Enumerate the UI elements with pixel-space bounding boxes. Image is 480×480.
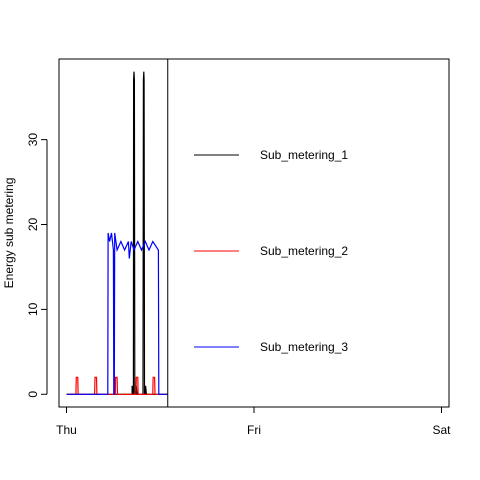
legend-box bbox=[167, 58, 450, 408]
series-layer bbox=[66, 71, 168, 395]
axes: 0 10 20 30 Thu Fri Sat bbox=[26, 133, 451, 437]
x-tick-label: Thu bbox=[56, 423, 77, 437]
y-tick-label: 10 bbox=[26, 302, 40, 316]
legend: Sub_metering_1 Sub_metering_2 Sub_metering… bbox=[167, 58, 450, 408]
series-line-2 bbox=[66, 376, 168, 395]
legend-label-2: Sub_metering_2 bbox=[260, 244, 348, 258]
plot-frame bbox=[58, 58, 450, 408]
series-line-3 bbox=[66, 232, 168, 395]
series-line-1 bbox=[66, 71, 168, 395]
x-tick-label: Fri bbox=[247, 423, 261, 437]
legend-label-3: Sub_metering_3 bbox=[260, 340, 348, 354]
y-tick-label: 30 bbox=[26, 133, 40, 147]
y-axis-label: Energy sub metering bbox=[2, 178, 16, 289]
y-tick-label: 0 bbox=[26, 391, 40, 398]
x-tick-label: Sat bbox=[432, 423, 451, 437]
y-tick-label: 20 bbox=[26, 218, 40, 232]
legend-label-1: Sub_metering_1 bbox=[260, 148, 348, 162]
